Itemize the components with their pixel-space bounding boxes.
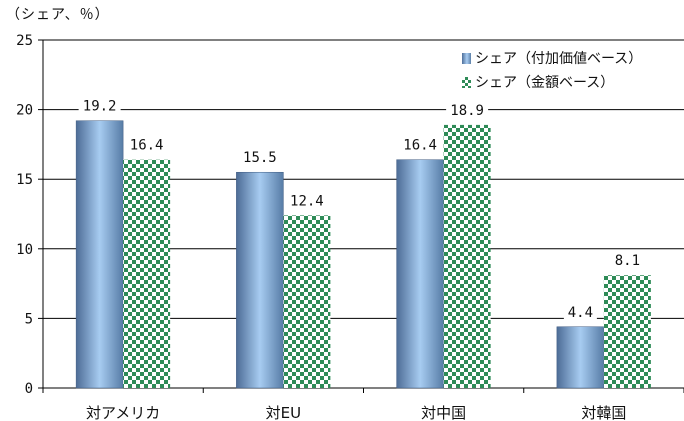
legend-label-value-added: シェア（付加価値ベース） [475, 51, 643, 67]
data-label: 18.9 [450, 103, 484, 119]
data-label-bg [610, 252, 644, 269]
data-label: 8.1 [615, 253, 640, 269]
bar-amount [443, 124, 491, 389]
data-label-bg [446, 101, 489, 118]
data-label: 12.4 [290, 193, 324, 209]
bar-amount [123, 159, 171, 388]
legend-swatch-checker [462, 76, 471, 88]
legend-item-amount: シェア（金額ベース） [462, 70, 642, 94]
data-label: 16.4 [403, 138, 437, 154]
y-tick-label: 20 [16, 103, 33, 119]
y-unit-label: （シェア、％） [6, 7, 110, 23]
data-label: 4.4 [568, 305, 593, 321]
bar-value-added [556, 326, 605, 389]
data-label-bg [399, 136, 442, 153]
bar-value-added [236, 171, 284, 389]
bar-amount [283, 215, 331, 388]
legend-label-amount: シェア（金額ベース） [475, 75, 615, 91]
bar-amount [603, 275, 651, 388]
data-label-bg [125, 136, 168, 153]
y-tick-label: 10 [16, 242, 33, 258]
x-category-label: 対中国 [421, 404, 466, 421]
data-label-bg [78, 97, 121, 114]
data-label: 15.5 [243, 150, 277, 166]
data-label: 19.2 [83, 99, 117, 115]
x-category-label: 対EU [266, 404, 301, 421]
bar-value-added [396, 159, 444, 389]
y-tick-label: 15 [16, 172, 33, 188]
data-label-bg [285, 192, 328, 209]
x-category-label: 対アメリカ [86, 404, 160, 421]
y-tick-label: 0 [25, 381, 33, 397]
y-tick-label: 5 [25, 311, 33, 327]
y-tick-label: 25 [16, 33, 33, 49]
data-label-bg [563, 303, 597, 320]
bar-value-added [75, 120, 124, 389]
data-label-bg [238, 149, 281, 166]
data-label: 16.4 [130, 138, 164, 154]
legend-swatch-blue [462, 52, 471, 64]
legend-item-value-added: シェア（付加価値ベース） [462, 46, 642, 70]
x-category-label: 対韓国 [581, 404, 626, 421]
legend: シェア（付加価値ベース） シェア（金額ベース） [462, 46, 642, 94]
